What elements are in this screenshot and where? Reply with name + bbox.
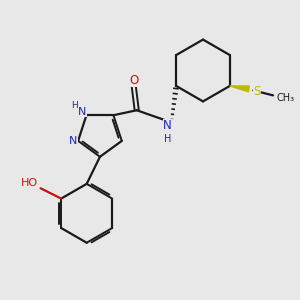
Text: S: S: [254, 85, 261, 98]
Text: HO: HO: [21, 178, 38, 188]
Text: H: H: [164, 134, 171, 144]
Text: N: N: [69, 136, 77, 146]
Text: H: H: [71, 101, 77, 110]
Text: N: N: [78, 107, 86, 117]
Text: O: O: [129, 74, 138, 87]
Text: CH₃: CH₃: [276, 93, 295, 103]
Polygon shape: [230, 86, 249, 92]
Text: N: N: [163, 119, 172, 132]
